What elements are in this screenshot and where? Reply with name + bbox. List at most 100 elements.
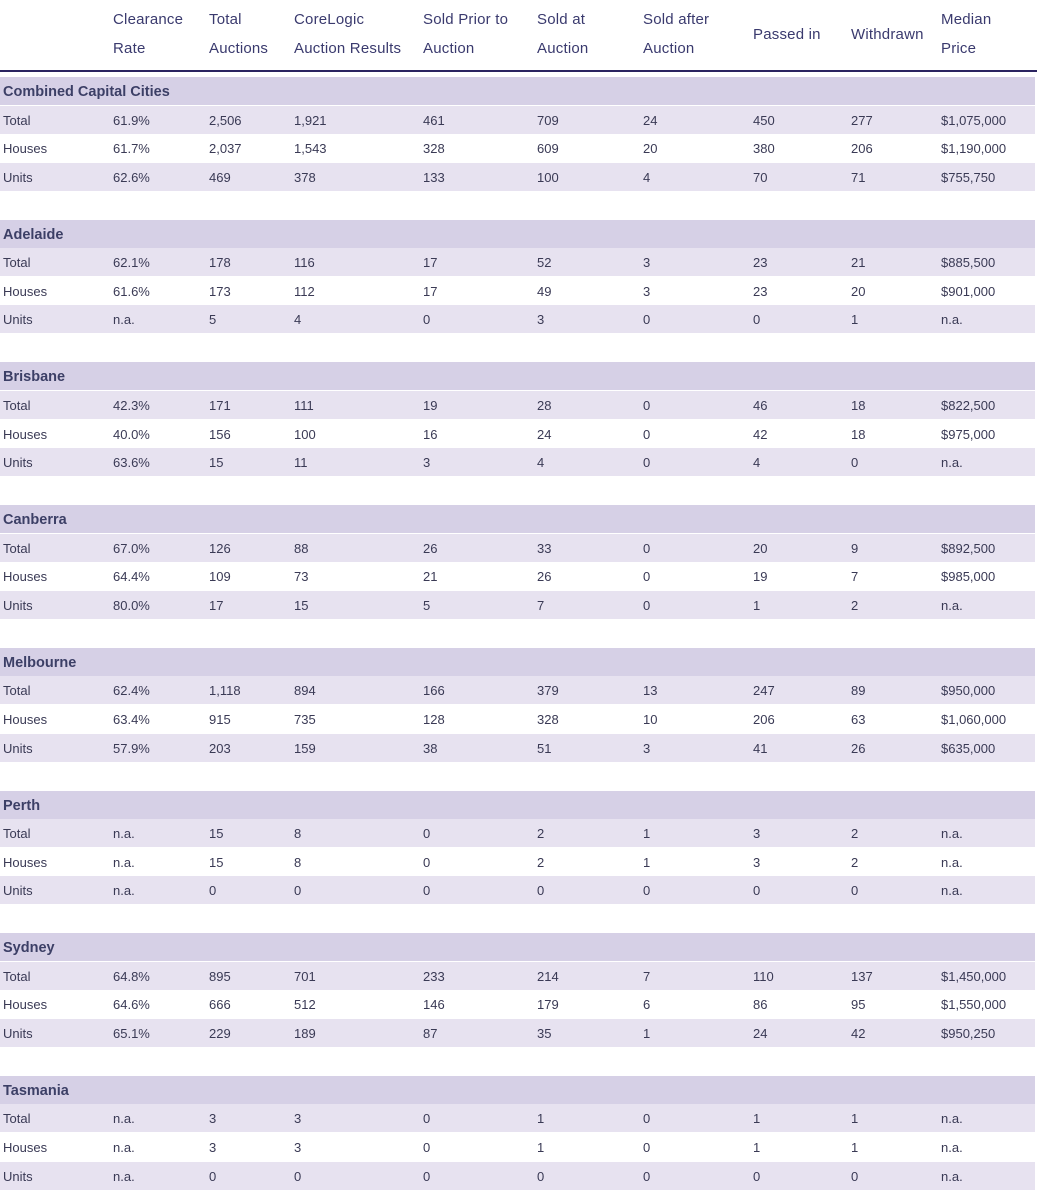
table-cell: 65.1% (113, 1025, 150, 1041)
table-cell: 2,506 (209, 112, 242, 128)
table-cell: 3 (753, 826, 761, 842)
table-cell: 49 (537, 283, 552, 299)
table-cell: 1,118 (209, 683, 241, 699)
table-cell: 0 (209, 1168, 217, 1184)
table-row: Units 57.9% 203 159 38 51 3 41 26 $635,000 (0, 733, 1035, 762)
table-cell: 62.4% (113, 683, 150, 699)
row-label: Houses (3, 854, 48, 870)
table-cell: 0 (423, 854, 431, 870)
table-cell: 0 (294, 883, 302, 899)
table-cell: 35 (537, 1025, 552, 1041)
table-cell: 15 (209, 826, 224, 842)
table-cell: 1 (753, 1140, 761, 1156)
table-cell: $885,500 (941, 255, 996, 271)
table-cell: 8 (294, 826, 302, 842)
table-cell: 1,543 (294, 141, 327, 157)
table-cell: 0 (423, 826, 431, 842)
table-cell: 0 (753, 883, 761, 899)
table-cell: n.a. (941, 1140, 963, 1156)
table-cell: 20 (753, 540, 768, 556)
city-heading: Perth (0, 790, 1035, 819)
table-cell: 24 (753, 1025, 768, 1041)
table-cell: 137 (851, 968, 873, 984)
table-row: Houses 61.6% 173 112 17 49 3 23 20 $901,000 (0, 277, 1035, 305)
row-label: Units (3, 597, 33, 613)
table-row: Units 63.6% 15 11 3 4 0 4 0 n.a. (0, 448, 1035, 477)
table-cell: 512 (294, 997, 316, 1013)
table-cell: 110 (753, 968, 774, 984)
table-cell: 3 (294, 1111, 302, 1127)
table-cell: 4 (643, 169, 651, 185)
table-cell: 328 (423, 141, 445, 157)
table-cell: 41 (753, 740, 768, 756)
table-cell: 0 (643, 1168, 651, 1184)
row-label: Total (3, 255, 31, 271)
row-label: Total (3, 826, 31, 842)
table-cell: 701 (294, 968, 316, 984)
table-cell: 0 (209, 883, 217, 899)
table-cell: n.a. (941, 597, 963, 613)
table-cell: $892,500 (941, 540, 996, 556)
row-label: Houses (3, 997, 48, 1013)
table-cell: 328 (537, 711, 559, 727)
city-heading: Tasmania (0, 1075, 1035, 1104)
table-cell: $635,000 (941, 740, 996, 756)
table-cell: 0 (537, 883, 545, 899)
table-cell: n.a. (941, 1168, 963, 1184)
table-cell: 26 (423, 540, 438, 556)
table-cell: 13 (643, 683, 658, 699)
table-cell: 203 (209, 740, 231, 756)
table-cell: 23 (753, 255, 768, 271)
table-cell: 21 (423, 569, 438, 585)
table-cell: 19 (753, 569, 768, 585)
table-cell: 247 (753, 683, 775, 699)
table-cell: 206 (753, 711, 775, 727)
table-cell: 63 (851, 711, 866, 727)
table-cell: 64.6% (113, 997, 150, 1013)
table-cell: $1,075,000 (941, 112, 1007, 128)
table-cell: 17 (209, 597, 224, 613)
table-cell: 3 (643, 255, 651, 271)
row-label: Total (3, 1111, 31, 1127)
table-cell: 87 (423, 1025, 438, 1041)
table-cell: 3 (643, 740, 651, 756)
table-cell: 229 (209, 1025, 231, 1041)
table-cell: 112 (294, 283, 315, 299)
table-cell: 894 (294, 683, 316, 699)
table-cell: 7 (537, 597, 545, 613)
table-cell: 0 (643, 455, 651, 471)
row-label: Houses (3, 426, 48, 442)
city-heading: Brisbane (0, 362, 1035, 391)
row-label: Houses (3, 283, 48, 299)
table-cell: 0 (423, 1168, 431, 1184)
table-cell: 189 (294, 1025, 316, 1041)
table-cell: 109 (209, 569, 231, 585)
table-cell: 10 (643, 711, 658, 727)
table-cell: 61.7% (113, 141, 150, 157)
table-cell: 3 (209, 1111, 217, 1127)
table-cell: 24 (537, 426, 552, 442)
table-cell: 0 (423, 312, 431, 328)
table-cell: 3 (209, 1140, 217, 1156)
row-label: Units (3, 169, 33, 185)
table-cell: 61.9% (113, 112, 150, 128)
table-cell: 0 (643, 426, 651, 442)
table-cell: 61.6% (113, 283, 150, 299)
table-cell: 0 (643, 312, 651, 328)
table-row: Total 42.3% 171 111 19 28 0 46 18 $822,500 (0, 390, 1035, 419)
table-cell: 63.4% (113, 711, 150, 727)
table-cell: 28 (537, 397, 552, 413)
table-cell: 100 (537, 169, 559, 185)
table-cell: 64.4% (113, 569, 150, 585)
row-label: Houses (3, 711, 48, 727)
table-cell: 179 (537, 997, 559, 1013)
row-label: Units (3, 740, 33, 756)
row-label: Units (3, 1025, 33, 1041)
table-cell: 128 (423, 711, 445, 727)
table-cell: 26 (851, 740, 866, 756)
table-row: Total n.a. 3 3 0 1 0 1 1 n.a. (0, 1104, 1035, 1133)
table-cell: 0 (643, 1111, 651, 1127)
table-cell: 2 (851, 597, 859, 613)
table-cell: 709 (537, 112, 559, 128)
row-label: Total (3, 112, 31, 128)
